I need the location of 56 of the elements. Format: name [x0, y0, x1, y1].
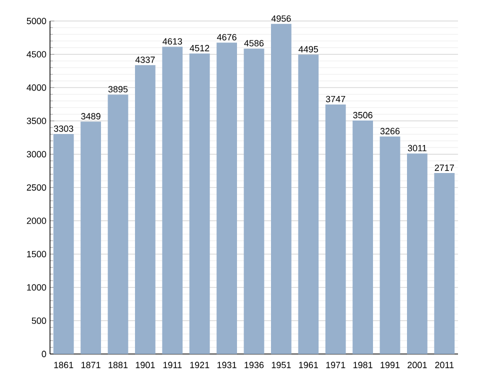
data-label: 4512 — [190, 44, 210, 52]
bar — [298, 54, 319, 354]
data-label: 2717 — [434, 164, 454, 171]
bar — [407, 153, 428, 354]
x-tick-label: 1981 — [353, 362, 372, 368]
y-tick-label: 2500 — [26, 184, 46, 191]
data-label: 4613 — [162, 38, 182, 45]
bar — [53, 134, 74, 354]
x-tick-label: 1921 — [190, 362, 210, 368]
data-label: 4495 — [298, 46, 318, 52]
data-label: 3506 — [353, 112, 372, 118]
bar — [80, 122, 101, 354]
bar — [135, 65, 156, 354]
y-tick-label: 3000 — [26, 151, 46, 158]
x-tick-label: 1961 — [299, 362, 318, 368]
y-tick-label: 1000 — [27, 284, 46, 291]
bar — [434, 173, 455, 354]
data-label: 3895 — [108, 86, 128, 92]
data-label: 3747 — [326, 96, 346, 102]
data-label: 4337 — [135, 56, 155, 63]
data-label: 4956 — [271, 15, 291, 22]
y-tick-label: 5000 — [26, 18, 46, 24]
x-tick-label: 1931 — [217, 362, 236, 368]
bar — [271, 24, 292, 354]
data-label: 3266 — [380, 128, 400, 134]
x-tick-label: 1901 — [136, 362, 155, 368]
x-tick-label: 1936 — [244, 362, 264, 368]
x-tick-label: 1911 — [163, 362, 182, 368]
x-tick-label: 1871 — [81, 362, 100, 368]
bar — [189, 54, 210, 354]
x-tick-label: 2001 — [408, 362, 427, 368]
y-tick-label: 0 — [42, 350, 46, 358]
y-tick-label: 3500 — [26, 118, 46, 124]
y-tick-label: 4000 — [26, 84, 46, 91]
bar — [108, 94, 128, 354]
data-label: 3011 — [408, 144, 426, 152]
bar — [216, 42, 237, 354]
bar — [352, 120, 373, 354]
x-tick-label: 1991 — [380, 362, 400, 368]
x-tick-label: 1971 — [326, 362, 346, 368]
x-tick-label: 1861 — [54, 362, 74, 368]
x-tick-label: 2011 — [435, 362, 454, 368]
y-tick-label: 2000 — [26, 218, 46, 224]
bar — [380, 136, 400, 354]
bar — [244, 48, 264, 354]
data-label: 4586 — [244, 40, 264, 46]
x-tick-label: 1951 — [272, 362, 291, 368]
bar — [325, 104, 346, 354]
y-tick-label: 4500 — [26, 51, 46, 58]
data-label: 3489 — [81, 113, 100, 120]
x-tick-label: 1881 — [108, 362, 128, 368]
data-label: 4676 — [216, 34, 236, 40]
data-label: 3303 — [54, 125, 74, 132]
y-tick-label: 500 — [32, 318, 46, 324]
y-tick-label: 1500 — [27, 250, 46, 258]
bar — [162, 46, 183, 354]
